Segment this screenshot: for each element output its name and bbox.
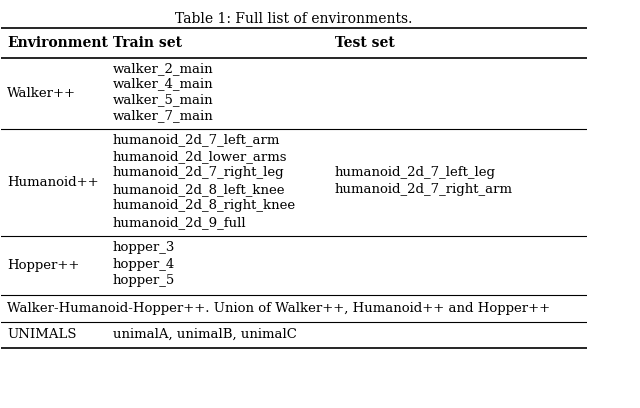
Text: Train set: Train set — [113, 36, 182, 50]
Text: Table 1: Full list of environments.: Table 1: Full list of environments. — [175, 11, 413, 26]
Text: hopper_4: hopper_4 — [113, 257, 175, 271]
Text: Walker-Humanoid-Hopper++. Union of Walker++, Humanoid++ and Hopper++: Walker-Humanoid-Hopper++. Union of Walke… — [7, 302, 550, 315]
Text: humanoid_2d_lower_arms: humanoid_2d_lower_arms — [113, 150, 287, 163]
Text: Test set: Test set — [335, 36, 395, 50]
Text: unimalA, unimalB, unimalC: unimalA, unimalB, unimalC — [113, 328, 296, 341]
Text: walker_4_main: walker_4_main — [113, 78, 213, 91]
Text: hopper_3: hopper_3 — [113, 241, 175, 254]
Text: walker_7_main: walker_7_main — [113, 109, 213, 122]
Text: walker_2_main: walker_2_main — [113, 62, 213, 75]
Text: Humanoid++: Humanoid++ — [7, 176, 99, 189]
Text: walker_5_main: walker_5_main — [113, 93, 213, 106]
Text: Environment: Environment — [7, 36, 108, 50]
Text: humanoid_2d_7_left_arm: humanoid_2d_7_left_arm — [113, 133, 280, 146]
Text: humanoid_2d_8_left_knee: humanoid_2d_8_left_knee — [113, 183, 285, 196]
Text: UNIMALS: UNIMALS — [7, 328, 77, 341]
Text: hopper_5: hopper_5 — [113, 275, 175, 287]
Text: humanoid_2d_9_full: humanoid_2d_9_full — [113, 216, 246, 229]
Text: Hopper++: Hopper++ — [7, 259, 79, 272]
Text: humanoid_2d_7_right_leg: humanoid_2d_7_right_leg — [113, 166, 284, 179]
Text: humanoid_2d_7_left_leg: humanoid_2d_7_left_leg — [335, 166, 496, 179]
Text: humanoid_2d_8_right_knee: humanoid_2d_8_right_knee — [113, 200, 296, 212]
Text: humanoid_2d_7_right_arm: humanoid_2d_7_right_arm — [335, 183, 513, 196]
Text: Walker++: Walker++ — [7, 87, 76, 100]
